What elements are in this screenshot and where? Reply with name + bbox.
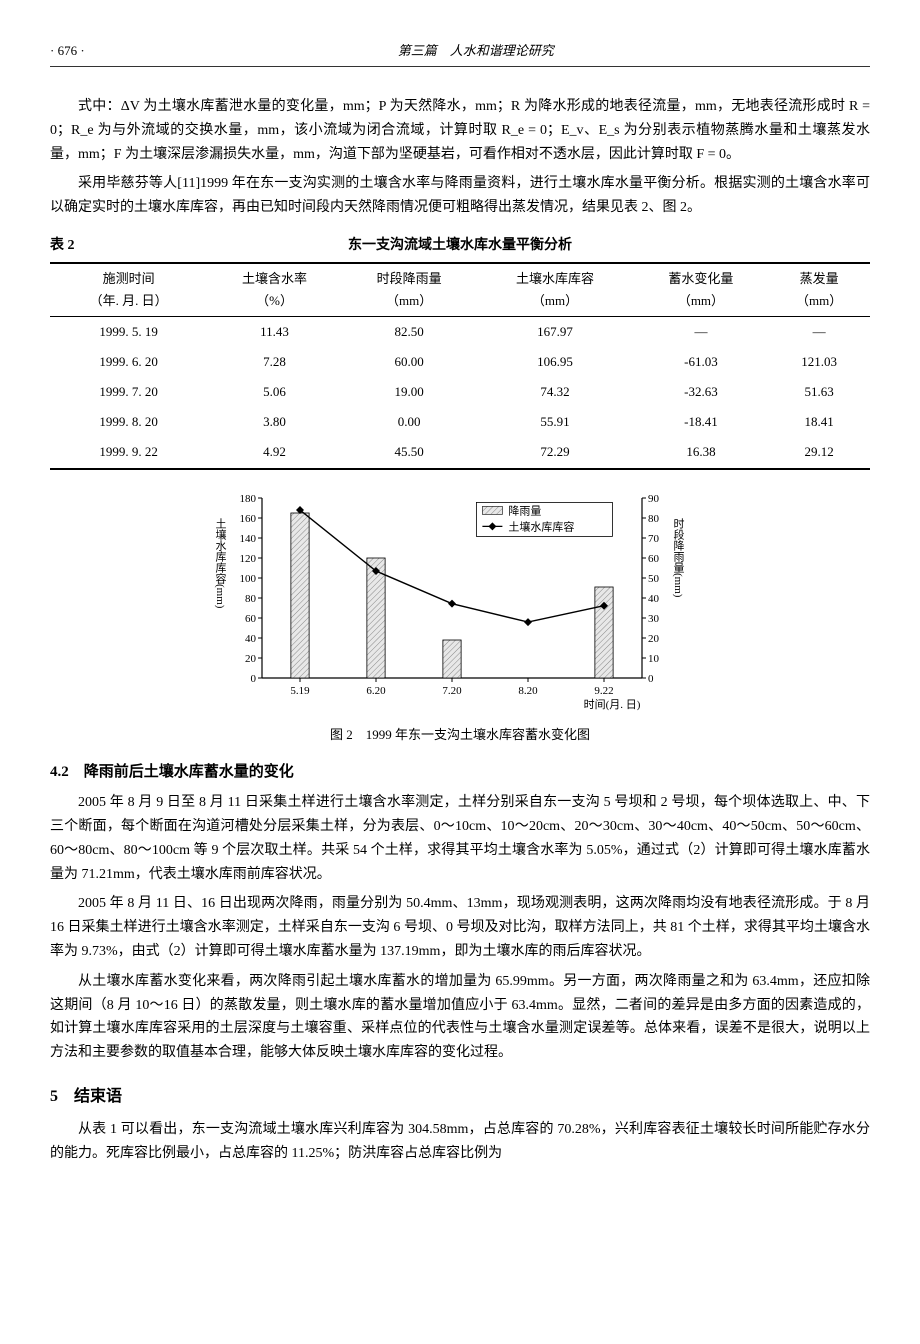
svg-text:时间(月. 日): 时间(月. 日) (584, 698, 641, 711)
table-row: 1999. 6. 207.2860.00106.95-61.03121.03 (50, 347, 870, 377)
page-number: · 676 · (50, 40, 85, 62)
paragraph: 采用毕慈芬等人[11]1999 年在东一支沟实测的土壤含水率与降雨量资料，进行土… (50, 172, 870, 220)
svg-text:40: 40 (648, 593, 660, 605)
table-header: 蓄水变化量（mm） (634, 263, 769, 317)
paragraph: 从土壤水库蓄水变化来看，两次降雨引起土壤水库蓄水的增加量为 65.99mm。另一… (50, 970, 870, 1065)
svg-text:180: 180 (240, 493, 257, 505)
header-spacer (867, 40, 870, 62)
svg-text:7.20: 7.20 (442, 685, 462, 697)
table-cell: 3.80 (207, 407, 342, 437)
table-header: 土壤水库库容（mm） (476, 263, 633, 317)
svg-text:120: 120 (240, 553, 257, 565)
paragraph: 2005 年 8 月 9 日至 8 月 11 日采集土样进行土壤含水率测定，土样… (50, 791, 870, 886)
section-title: 第三篇 人水和谐理论研究 (398, 40, 554, 62)
svg-text:90: 90 (648, 493, 660, 505)
table-cell: 45.50 (342, 437, 477, 468)
svg-text:0: 0 (251, 673, 257, 685)
svg-text:20: 20 (648, 633, 660, 645)
table-cell: 1999. 7. 20 (50, 377, 207, 407)
svg-text:60: 60 (245, 613, 257, 625)
svg-text:土壤水库库容(mm): 土壤水库库容(mm) (214, 517, 227, 608)
table-cell: 0.00 (342, 407, 477, 437)
svg-text:60: 60 (648, 553, 660, 565)
svg-text:20: 20 (245, 653, 257, 665)
svg-text:土壤水库库容: 土壤水库库容 (508, 519, 574, 533)
svg-text:40: 40 (245, 633, 257, 645)
svg-text:160: 160 (240, 513, 257, 525)
page-header: · 676 · 第三篇 人水和谐理论研究 (50, 40, 870, 67)
table-header: 施测时间（年. 月. 日） (50, 263, 207, 317)
table-row: 1999. 5. 1911.4382.50167.97—— (50, 317, 870, 348)
paragraph: 从表 1 可以看出，东一支沟流域土壤水库兴利库容为 304.58mm，占总库容的… (50, 1118, 870, 1166)
svg-text:6.20: 6.20 (366, 685, 386, 697)
svg-text:80: 80 (648, 513, 660, 525)
paragraph: 式中：ΔV 为土壤水库蓄泄水量的变化量，mm；P 为天然降水，mm；R 为降水形… (50, 95, 870, 166)
table-cell: 106.95 (476, 347, 633, 377)
paragraph: 2005 年 8 月 11 日、16 日出现两次降雨，雨量分别为 50.4mm、… (50, 892, 870, 963)
table-cell: 4.92 (207, 437, 342, 468)
svg-text:10: 10 (648, 653, 660, 665)
table-cell: — (768, 317, 870, 348)
table2-label: 表 2 东一支沟流域土壤水库水量平衡分析 (50, 234, 870, 258)
table-header: 土壤含水率（%） (207, 263, 342, 317)
svg-text:时段降雨量(mm): 时段降雨量(mm) (672, 517, 685, 597)
table-cell: -61.03 (634, 347, 769, 377)
table-row: 1999. 8. 203.800.0055.91-18.4118.41 (50, 407, 870, 437)
svg-text:5.19: 5.19 (290, 685, 310, 697)
table-cell: 1999. 5. 19 (50, 317, 207, 348)
table-cell: 1999. 9. 22 (50, 437, 207, 468)
table-cell: -18.41 (634, 407, 769, 437)
table-cell: 121.03 (768, 347, 870, 377)
svg-text:70: 70 (648, 533, 660, 545)
figure2-chart: 0 20 40 60 80 100 120 140 160 180 0 10 20 30 40 50 60 70 8… (200, 488, 720, 718)
table-cell: 55.91 (476, 407, 633, 437)
table-cell: 16.38 (634, 437, 769, 468)
table-cell: 1999. 8. 20 (50, 407, 207, 437)
svg-text:80: 80 (245, 593, 257, 605)
table-header: 时段降雨量（mm） (342, 263, 477, 317)
table-cell: — (634, 317, 769, 348)
svg-text:100: 100 (240, 573, 257, 585)
svg-text:8.20: 8.20 (518, 685, 538, 697)
table-cell: 167.97 (476, 317, 633, 348)
table2: 施测时间（年. 月. 日）土壤含水率（%）时段降雨量（mm）土壤水库库容（mm）… (50, 262, 870, 470)
table-cell: 5.06 (207, 377, 342, 407)
table-cell: 72.29 (476, 437, 633, 468)
svg-text:0: 0 (648, 673, 654, 685)
svg-text:140: 140 (240, 533, 257, 545)
table-row: 1999. 9. 224.9245.5072.2916.3829.12 (50, 437, 870, 468)
table-cell: 18.41 (768, 407, 870, 437)
table-cell: 29.12 (768, 437, 870, 468)
svg-text:30: 30 (648, 613, 660, 625)
table-cell: 11.43 (207, 317, 342, 348)
table-cell: 19.00 (342, 377, 477, 407)
table-row: 1999. 7. 205.0619.0074.32-32.6351.63 (50, 377, 870, 407)
figure2-caption: 图 2 1999 年东一支沟土壤水库容蓄水变化图 (50, 724, 870, 746)
table-number: 表 2 (50, 234, 130, 258)
section-4-2-title: 4.2 降雨前后土壤水库蓄水量的变化 (50, 760, 870, 786)
svg-text:50: 50 (648, 573, 660, 585)
section-5-title: 5 结束语 (50, 1083, 870, 1110)
svg-text:9.22: 9.22 (594, 685, 613, 697)
table-cell: 51.63 (768, 377, 870, 407)
table-cell: 82.50 (342, 317, 477, 348)
table-header: 蒸发量（mm） (768, 263, 870, 317)
table-cell: 74.32 (476, 377, 633, 407)
table-cell: 1999. 6. 20 (50, 347, 207, 377)
table-cell: 60.00 (342, 347, 477, 377)
table-caption: 东一支沟流域土壤水库水量平衡分析 (130, 234, 790, 258)
table-cell: -32.63 (634, 377, 769, 407)
table-cell: 7.28 (207, 347, 342, 377)
svg-text:降雨量: 降雨量 (508, 503, 541, 517)
